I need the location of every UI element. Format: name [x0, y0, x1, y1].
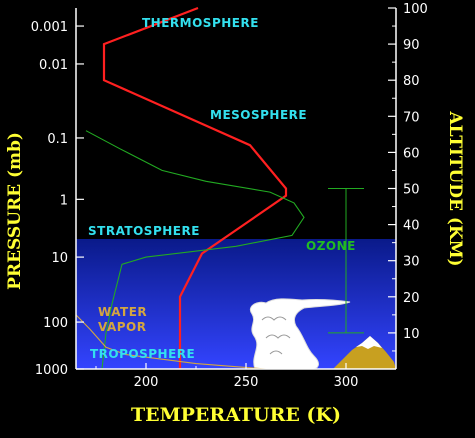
right-tick-label: 90: [403, 38, 420, 53]
scene-decoration: [250, 298, 396, 370]
right-tick-label: 50: [403, 183, 420, 198]
x-tick-label: 300: [334, 375, 359, 390]
left-tick-label: 1: [60, 193, 68, 208]
right-tick-label: 30: [403, 255, 420, 270]
temperature-line: [102, 6, 288, 369]
x-axis-title: TEMPERATURE (K): [131, 404, 341, 426]
region-label-vapor: VAPOR: [98, 320, 147, 334]
right-tick-label: 60: [403, 146, 420, 161]
mountain-snow: [356, 336, 382, 349]
mountain: [333, 336, 396, 369]
right-tick-label: 20: [403, 291, 420, 306]
ozone-line: [85, 130, 305, 370]
x-tick-label: 250: [234, 375, 259, 390]
x-tick-label: 200: [134, 375, 159, 390]
right-tick-label: 40: [403, 219, 420, 234]
right-tick-label: 100: [403, 2, 428, 17]
left-tick-label: 100: [43, 316, 68, 331]
right-tick-label: 70: [403, 110, 420, 125]
axes: 200 250 300 10 20 30 40 50 60 70 80 90 100 0.001 0.01 0…: [31, 2, 428, 390]
left-tick-label: 0.001: [31, 20, 68, 35]
region-labels: THERMOSPHERE MESOSPHERE STRATOSPHERE OZONE W…: [88, 16, 356, 361]
region-label-water: WATER: [98, 305, 147, 319]
water-vapor-line: [75, 314, 267, 370]
region-label-troposphere: TROPOSPHERE: [90, 347, 195, 361]
region-label-ozone: OZONE: [306, 239, 356, 253]
series-layer: [75, 6, 364, 370]
left-tick-label: 0.01: [39, 58, 68, 73]
region-label-mesosphere: MESOSPHERE: [210, 108, 307, 122]
left-tick-label: 0.1: [47, 132, 68, 147]
right-axis-title: ALTITUDE (KM): [445, 110, 465, 266]
left-axis-title: PRESSURE (mb): [5, 132, 25, 290]
right-tick-label: 10: [403, 327, 420, 342]
left-tick-label: 10: [51, 251, 68, 266]
region-label-stratosphere: STRATOSPHERE: [88, 224, 200, 238]
cloud-detail: [261, 316, 291, 355]
region-label-thermosphere: THERMOSPHERE: [142, 16, 259, 30]
right-tick-label: 80: [403, 74, 420, 89]
left-tick-label: 1000: [35, 363, 68, 378]
